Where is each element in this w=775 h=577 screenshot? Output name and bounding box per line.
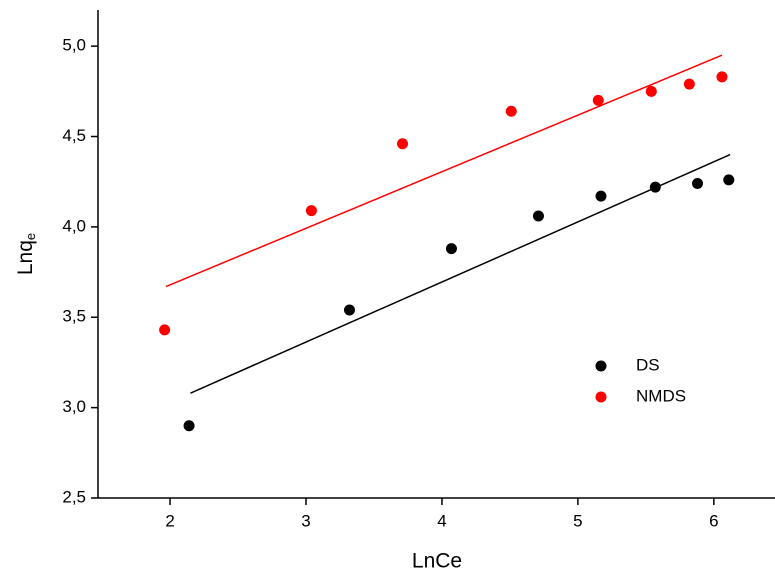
y-tick-label: 2,5 [62, 487, 86, 506]
y-label-main: Lnq [14, 240, 37, 275]
y-tick-label: 4,0 [62, 216, 86, 235]
x-axis-label: LnCe [412, 550, 462, 573]
legend-marker [595, 391, 607, 403]
point [692, 178, 704, 190]
point [159, 324, 171, 336]
point [305, 205, 317, 217]
point [649, 181, 661, 193]
y-tick-label: 3,5 [62, 307, 86, 326]
x-tick-label: 6 [709, 511, 718, 530]
point [723, 174, 735, 186]
x-tick-label: 2 [165, 511, 174, 530]
point [343, 304, 355, 316]
fit-line [165, 54, 723, 288]
point [397, 138, 409, 150]
point [592, 94, 604, 106]
x-tick-label: 3 [301, 511, 310, 530]
point [683, 78, 695, 90]
legend-label: DS [636, 355, 660, 374]
y-label-sub: e [23, 233, 38, 240]
point [183, 420, 195, 432]
x-tick-label: 5 [573, 511, 582, 530]
point [505, 105, 517, 117]
y-tick-label: 4,5 [62, 126, 86, 145]
y-tick-label: 3,0 [62, 397, 86, 416]
point [595, 190, 607, 202]
fit-line [190, 153, 731, 394]
point [532, 210, 544, 222]
legend-marker [595, 360, 607, 372]
y-axis-label: Lnqe [14, 233, 39, 275]
legend-label: NMDS [636, 386, 686, 405]
x-tick-label: 4 [437, 511, 446, 530]
point [645, 85, 657, 97]
point [445, 243, 457, 255]
y-tick-label: 5,0 [62, 36, 86, 55]
point [716, 71, 728, 83]
